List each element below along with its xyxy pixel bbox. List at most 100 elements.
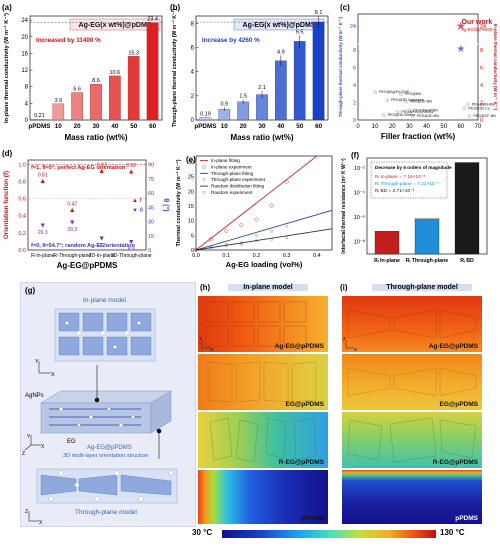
panel-c-point-label: PEG@BN-BN (472, 102, 495, 106)
panel-b-value-label: 6.5 (296, 29, 304, 35)
panel-b-value-label: 4.9 (277, 49, 285, 55)
panel-e-xlabel: Ag-EG loading (vol%) (226, 260, 303, 269)
panel-a-xtick-label: 50 (130, 123, 138, 130)
panel-d-ytick-right: 0 (148, 248, 151, 254)
structure-title: Ag-EG@pPDMS (87, 445, 132, 451)
panel-d-bottom-note: f=0, θ=54.7°; random Ag-EG orientation (31, 243, 135, 249)
panel-d-ylabel-right: θ (°) (162, 198, 170, 211)
panel-a-xtick-label: 40 (111, 123, 119, 130)
panel-d-f-label: 0.92 (126, 163, 136, 169)
panel-c-our-work-star: ★ (455, 19, 466, 33)
panel-a-bar (52, 103, 65, 121)
panel-e-fit-line (195, 209, 333, 251)
panel-c-ylabel-right: In-plane thermal conductivity (W m⁻¹ K⁻¹… (493, 24, 498, 111)
panel-c-our-work-sub: Ag-EG@pPDMS (461, 27, 492, 32)
panel-a-xlabel: Mass ratio (wt%) (64, 133, 127, 142)
panel-d-xtick-label: R-Through-plane (53, 253, 91, 259)
svg-text:Z: Z (25, 509, 28, 515)
panel-g-illustration: Y X AgNPs Y X Z EG Ag-EG@pPDMS (22, 308, 178, 526)
panel-e-point: ○ (285, 224, 289, 230)
panel-d-legend-theta: ▼ θ (132, 208, 144, 214)
panel-e-frame (195, 155, 333, 251)
panel-a-chart: (a) Ag-EG(x wt%)@pDMS Increased by 11400 %… (2, 3, 163, 142)
svg-text:Z: Z (22, 451, 25, 457)
panel-e-point: ◇ (284, 179, 289, 185)
panel-a-ytick-label: 4 (25, 101, 29, 107)
panel-d-ylabel-left: Orientation function (f) (3, 171, 10, 239)
panel-e-ytick-label: 0 (191, 248, 194, 254)
panel-a-xtick-label: 10 (55, 123, 63, 130)
panel-a-ytick-label: 0 (25, 118, 29, 124)
multilayer-structure (40, 365, 172, 459)
panel-f-ytick-label: 10⁻⁶ (354, 214, 365, 221)
panel-a-xtick-label: pPDMS (28, 123, 50, 130)
panel-b-title: Ag-EG(x wt%)@pDMS (243, 22, 316, 29)
panel-e-legend-swatch: ○ (202, 190, 205, 196)
panel-c-xtick-label: 0 (356, 124, 360, 130)
panel-e-point: ◇ (209, 237, 214, 243)
panel-b-ytick-label: 4 (191, 70, 195, 76)
panel-b-letter: (b) (170, 3, 181, 12)
svg-text:X: X (39, 520, 43, 526)
panel-b-xtick-label: 30 (258, 123, 266, 130)
panel-b-xtick-label: 60 (315, 123, 323, 130)
panel-e-letter: (e) (186, 155, 196, 164)
panel-c-point: ☆ (395, 109, 400, 116)
panel-d-theta-label: 26.3 (38, 230, 48, 236)
panel-g: (g) In-plane model Y X AgNPs (20, 282, 196, 527)
panel-c-ytick-left: 2 (353, 101, 356, 107)
panel-c-point-label: PEG@CF-BN (473, 114, 496, 118)
panel-a-ytick-label: 8 (25, 85, 29, 91)
panel-c-ytick-left: 4 (353, 83, 356, 89)
panel-f-xtick-label: Rᵢ BD (460, 258, 474, 264)
panel-e-ylabel: Thermal conductivity (W m⁻¹ K⁻¹) (175, 159, 182, 246)
panel-h: (h) In-plane model Y X Ag-EG@pPDMS EG@pPD… (196, 282, 332, 525)
panel-e-ytick-label: 25 (188, 175, 194, 181)
panel-e-fit-line (195, 155, 318, 251)
panel-e-xtick-label: 0.3 (283, 253, 291, 259)
panel-a-ytick-label: 24 (21, 18, 28, 24)
panel-f-xtick-label: Rᵢ In-plane (374, 258, 400, 264)
panel-e-legend-label: Through-plane fitting (211, 171, 254, 176)
panel-c-xtick-label: 60 (458, 124, 465, 130)
panel-a-value-label: 6.6 (73, 87, 81, 93)
panel-d-theta-marker: ▼ (128, 239, 135, 246)
panel-c-point: ☆ (467, 113, 472, 120)
panel-d-ytick-right: 30 (148, 220, 154, 226)
panel-e-point: ○ (270, 229, 274, 235)
panel-c-point: ☆ (407, 107, 412, 114)
panel-c-xtick-label: 40 (423, 124, 430, 130)
panel-c-point-label: PEG@Ag/Fe-OHS (379, 90, 409, 94)
panel-d-ytick-left: 0.0 (18, 248, 26, 254)
panel-b-value-label: 8.1 (315, 10, 323, 16)
panel-b-ytick-label: 6 (191, 45, 195, 51)
panel-b-xtick-label: 20 (240, 123, 248, 130)
panel-c-point-label: PEG@BN (405, 92, 422, 96)
panel-a-annotation: Increased by 11400 % (36, 37, 101, 44)
svg-text:X: X (41, 444, 45, 450)
temperature-colorbar (222, 530, 436, 538)
sim-i-REG: R-EG@pPDMS (342, 412, 482, 468)
panel-d-ytick-left: 1.0 (18, 162, 26, 168)
svg-text:X: X (210, 347, 213, 352)
panel-e-ytick-label: 30 (188, 160, 194, 166)
panel-b-xtick-label: 50 (296, 123, 304, 130)
sim-h-label-4: pPDMS (301, 515, 324, 522)
panel-d-f-marker: ▲ (69, 207, 76, 214)
panel-c-letter: (c) (340, 3, 350, 12)
panel-e-point: ◇ (269, 203, 274, 209)
panel-d-f-label: 0.81 (38, 173, 48, 179)
panel-c-ytick-left: 6 (353, 66, 356, 72)
panel-a-xtick-label: 30 (92, 123, 100, 130)
panel-c-point: ☆ (465, 101, 470, 108)
panel-c-xtick-label: 30 (406, 124, 413, 130)
panel-c-frame (357, 13, 479, 121)
panel-e-xtick-label: 0.2 (253, 253, 261, 259)
panel-e-point: ○ (240, 242, 244, 248)
panel-b-value-label: 2.1 (258, 85, 266, 91)
panel-b-chart: (b) Ag-EG(x wt%)@pDMS Increase by 4260 % 0 2… (170, 3, 329, 142)
panel-d-theta-label: 12.5 (97, 243, 107, 249)
panel-c-point: ☆ (384, 97, 389, 104)
panel-e-xtick-label: 0.1 (222, 253, 230, 259)
